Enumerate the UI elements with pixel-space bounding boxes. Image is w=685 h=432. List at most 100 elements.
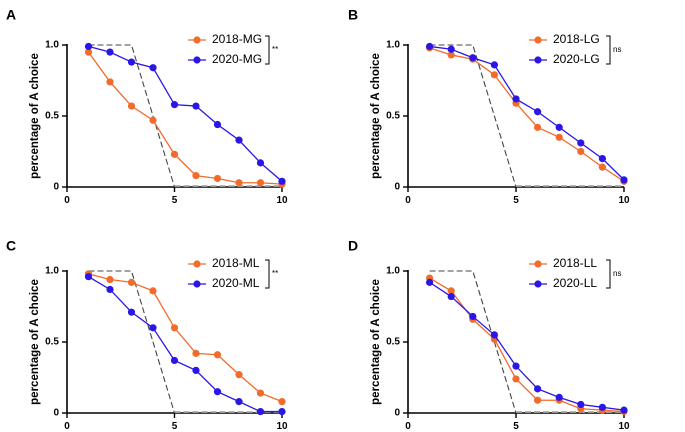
data-point [127,278,136,286]
panel-label: A [6,7,16,23]
data-point [256,407,265,416]
data-point [192,366,200,374]
y-axis-label: percentage of A choice [370,53,382,179]
data-point [598,163,607,171]
legend-label: 2018-ML [212,256,260,270]
data-point [577,147,585,156]
y-tick-label: 0.5 [45,337,59,348]
data-point [534,385,542,393]
legend-label: 2020-LL [553,276,597,290]
data-point [192,349,200,357]
x-tick-label: 5 [513,421,519,432]
legend-marker [193,280,201,288]
data-point [149,287,157,295]
data-point [213,388,222,396]
series-line-2018-ll [429,277,625,413]
data-point [620,176,628,184]
data-point [555,123,563,131]
y-tick-label: 1.0 [386,266,400,277]
legend-marker [534,280,542,288]
data-point [555,133,563,141]
data-point [170,101,179,109]
reference-line [429,44,517,188]
legend-marker [534,56,542,64]
data-point [192,102,200,110]
data-point [149,116,157,124]
x-tick-label: 10 [618,421,630,432]
series-line-2018-mg [87,51,283,185]
y-tick-label: 1.0 [386,40,400,51]
data-point [490,331,498,339]
series-line-2020-lg [429,45,625,181]
significance-label: ns [613,45,621,54]
data-point [490,61,498,69]
data-point [170,324,179,332]
data-point [426,278,434,286]
panel-label: C [6,238,16,254]
legend-label: 2018-LL [553,256,597,270]
significance-bracket [606,259,611,289]
data-point [512,362,520,370]
data-point [106,78,114,86]
data-point [256,389,265,397]
data-point [149,64,157,72]
data-point [577,400,585,409]
data-point [127,308,136,316]
x-tick-label: 0 [405,421,411,432]
data-point [235,179,243,187]
data-point [620,406,628,414]
x-tick-label: 0 [405,195,411,206]
data-point [447,51,455,59]
data-point [235,136,243,144]
data-point [447,292,455,301]
data-point [534,123,542,131]
x-tick-label: 5 [513,195,519,206]
data-point [490,71,498,79]
series-line-2020-ll [429,281,625,411]
y-axis-label: percentage of A choice [29,279,41,405]
x-tick-label: 10 [618,195,630,206]
data-point [469,54,477,62]
data-point [170,356,179,365]
data-point [512,375,520,383]
panel-label: B [348,7,358,23]
series-line-2020-mg [88,45,283,182]
data-point [84,273,93,281]
data-point [598,155,607,163]
significance-label: ** [272,269,278,278]
y-tick-label: 0.5 [386,111,400,122]
legend-marker [193,36,201,44]
data-point [127,102,136,110]
significance-label: ** [272,45,278,54]
data-point [127,58,136,66]
data-point [447,45,455,53]
y-tick-label: 0.5 [386,337,400,348]
data-point [235,371,243,379]
series-line-2018-ml [88,273,283,403]
series-line-2018-lg [429,47,625,182]
series-line-2020-ml [88,276,282,413]
panel-label: D [348,238,358,254]
y-tick-label: 0 [53,408,59,419]
reference-line [88,44,176,188]
data-point [213,174,222,183]
legend-marker [534,36,542,44]
reference-line [429,270,517,414]
data-point [84,48,93,56]
data-point [426,42,434,51]
x-tick-label: 0 [64,421,70,432]
y-axis-label: percentage of A choice [370,279,382,405]
data-point [106,285,114,294]
data-point [235,398,243,406]
data-point [555,393,563,401]
data-point [256,179,265,187]
data-point [278,398,286,406]
data-point [278,177,286,185]
legend-marker [193,260,201,268]
data-point [84,42,93,51]
y-tick-label: 0 [394,408,400,419]
